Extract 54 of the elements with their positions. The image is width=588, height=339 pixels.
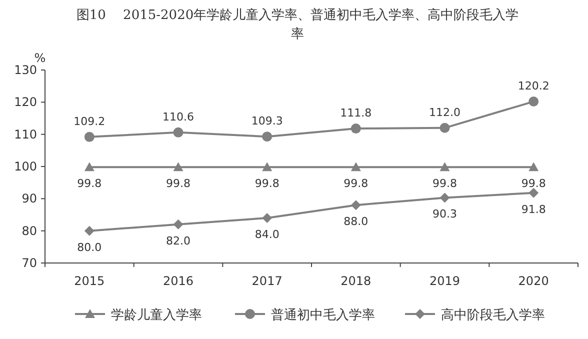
point <box>350 162 361 172</box>
data-label: 109.2 <box>74 114 106 128</box>
y-axis-title: % <box>34 51 46 65</box>
x-tick-label: 2018 <box>340 274 372 288</box>
data-label: 99.8 <box>521 177 546 190</box>
data-label: 120.2 <box>518 80 550 93</box>
data-label: 84.0 <box>254 228 280 241</box>
data-label: 111.8 <box>340 106 372 120</box>
data-label: 90.3 <box>432 208 457 221</box>
data-label: 99.8 <box>77 177 102 190</box>
point <box>528 96 539 107</box>
point <box>528 188 539 198</box>
data-label: 99.8 <box>344 177 368 190</box>
point <box>173 162 184 172</box>
point <box>84 162 94 172</box>
y-tick-label: 130 <box>14 63 37 77</box>
point <box>350 200 361 210</box>
data-label: 82.0 <box>166 234 190 248</box>
point <box>173 219 184 230</box>
x-tick-label: 2019 <box>429 274 460 288</box>
data-label: 99.8 <box>254 177 280 190</box>
y-tick-label: 70 <box>22 256 37 270</box>
y-tick-label: 80 <box>22 224 37 238</box>
data-label: 112.0 <box>429 106 460 119</box>
point <box>84 226 94 236</box>
data-label: 109.3 <box>251 114 283 128</box>
y-tick-label: 90 <box>22 192 37 206</box>
y-tick-label: 110 <box>14 127 37 142</box>
point <box>262 162 272 172</box>
legend-label: 高中阶段毛入学率 <box>441 307 545 323</box>
data-label: 91.8 <box>521 202 546 216</box>
point <box>440 192 450 203</box>
legend-label: 普通初中毛入学率 <box>271 307 375 323</box>
point <box>350 124 361 134</box>
x-tick-label: 2017 <box>252 274 282 288</box>
data-label: 99.8 <box>166 177 190 190</box>
y-tick-label: 100 <box>14 160 37 174</box>
x-tick-label: 2016 <box>162 274 194 288</box>
data-label: 88.0 <box>344 215 368 228</box>
y-tick-label: 120 <box>14 95 37 110</box>
x-tick-label: 2015 <box>74 274 105 288</box>
data-label: 80.0 <box>77 240 102 254</box>
point <box>262 212 272 223</box>
point <box>262 132 272 142</box>
data-label: 99.8 <box>432 177 457 190</box>
point <box>84 132 94 142</box>
point <box>440 122 450 133</box>
chart-title: 图10 2015-2020年学龄儿童入学率、普通初中毛入学率、高中阶段毛入学率 <box>75 6 520 44</box>
data-label: 110.6 <box>162 110 194 124</box>
x-tick-label: 2020 <box>518 274 549 288</box>
point <box>528 162 539 172</box>
point <box>440 162 450 172</box>
point <box>173 127 184 138</box>
legend-label: 学龄儿童入学率 <box>111 307 202 323</box>
